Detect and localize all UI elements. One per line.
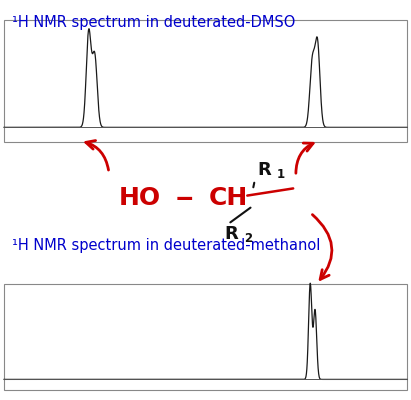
Text: 2: 2 bbox=[244, 232, 252, 245]
Text: R: R bbox=[224, 225, 238, 243]
Text: R: R bbox=[257, 161, 270, 179]
Text: 1: 1 bbox=[277, 168, 285, 181]
Text: ¹H NMR spectrum in deuterated-DMSO: ¹H NMR spectrum in deuterated-DMSO bbox=[12, 15, 296, 30]
Text: CH: CH bbox=[208, 186, 248, 210]
Text: HO: HO bbox=[119, 186, 161, 210]
Text: ‒: ‒ bbox=[175, 186, 193, 210]
Bar bbox=[4, 284, 407, 390]
Bar bbox=[4, 20, 407, 142]
Text: ¹H NMR spectrum in deuterated-methanol: ¹H NMR spectrum in deuterated-methanol bbox=[12, 238, 321, 253]
